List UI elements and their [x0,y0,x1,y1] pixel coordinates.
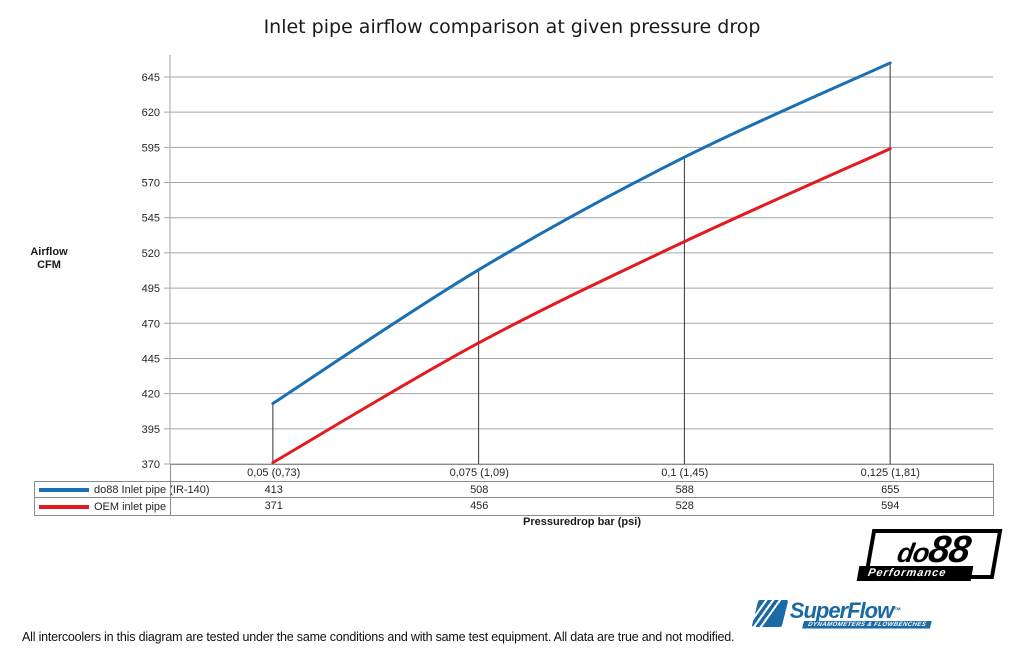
y-tick-label: 520 [142,248,160,260]
x-axis-label-cell: 0,05 (0,73) [247,467,301,479]
footer-note: All intercoolers in this diagram are tes… [22,630,735,644]
value-cell: 508 [470,484,489,496]
do88-logo: do88 Performance [856,529,1003,581]
value-cell: 371 [264,500,283,512]
legend-label: OEM inlet pipe [94,500,167,513]
y-tick-label: 645 [142,72,160,84]
y-tick-label: 620 [142,107,160,119]
y-tick-label: 495 [142,283,160,295]
value-cell: 588 [675,484,694,496]
x-axis-labels-row: 0,05 (0,73) 0,075 (1,09) 0,1 (1,45) 0,125 (… [170,464,994,482]
series-line-0 [271,61,892,405]
series-line-1 [271,147,892,465]
y-tick-label: 370 [142,459,160,471]
data-table: 413 508 588 655 371 456 528 594 [170,481,994,516]
value-cell: 655 [881,484,900,496]
x-axis-label-cell: 0,125 (1,81) [860,467,920,479]
do88-logo-text: do88 [895,529,974,571]
y-tick-label: 595 [142,142,160,154]
chart-title: Inlet pipe airflow comparison at given p… [263,16,761,38]
x-axis-label-cell: 0,1 (1,45) [661,467,709,479]
legend-label: do88 Inlet pipe (IR-140) [94,483,210,496]
y-tick-label: 395 [142,424,160,436]
legend-item: OEM inlet pipe [35,498,170,515]
legend: do88 Inlet pipe (IR-140) OEM inlet pipe [34,481,210,516]
table-row-oem: 371 456 528 594 [171,498,993,515]
table-row-do88: 413 508 588 655 [171,482,993,498]
x-axis-title: Pressuredrop bar (psi) [523,516,641,528]
value-cell: 528 [675,500,694,512]
superflow-wordmark: SuperFlow [789,598,894,623]
y-axis-title-line1: Airflow [30,246,68,258]
superflow-logo-text-column: SuperFlow™ DYNAMOMETERS & FLOWBENCHES [790,600,1010,633]
y-tick-label: 420 [142,389,160,401]
y-axis-title: Airflow CFM [8,246,90,272]
x-axis-label-cell: 0,075 (1,09) [449,467,509,479]
trademark-symbol: ™ [893,606,902,615]
y-tick-label: 470 [142,318,160,330]
legend-line-swatch [39,504,89,509]
y-axis-title-line2: CFM [37,259,61,271]
superflow-waves-icon [751,600,789,627]
superflow-logo-tagline: DYNAMOMETERS & FLOWBENCHES [801,621,932,629]
legend-item: do88 Inlet pipe (IR-140) [35,482,210,498]
y-tick-label: 570 [142,178,160,190]
y-tick-label: 545 [142,213,160,225]
superflow-logo: SuperFlow™ DYNAMOMETERS & FLOWBENCHES [751,600,1010,633]
y-tick-label: 445 [142,353,160,365]
legend-line-swatch [39,487,89,492]
value-cell: 456 [470,500,489,512]
value-cell: 594 [881,500,900,512]
do88-logo-tagline: Performance [856,566,974,581]
do88-logo-text-88: 88 [925,529,974,571]
value-cell: 413 [264,484,283,496]
superflow-logo-name: SuperFlow™ [790,600,1010,622]
